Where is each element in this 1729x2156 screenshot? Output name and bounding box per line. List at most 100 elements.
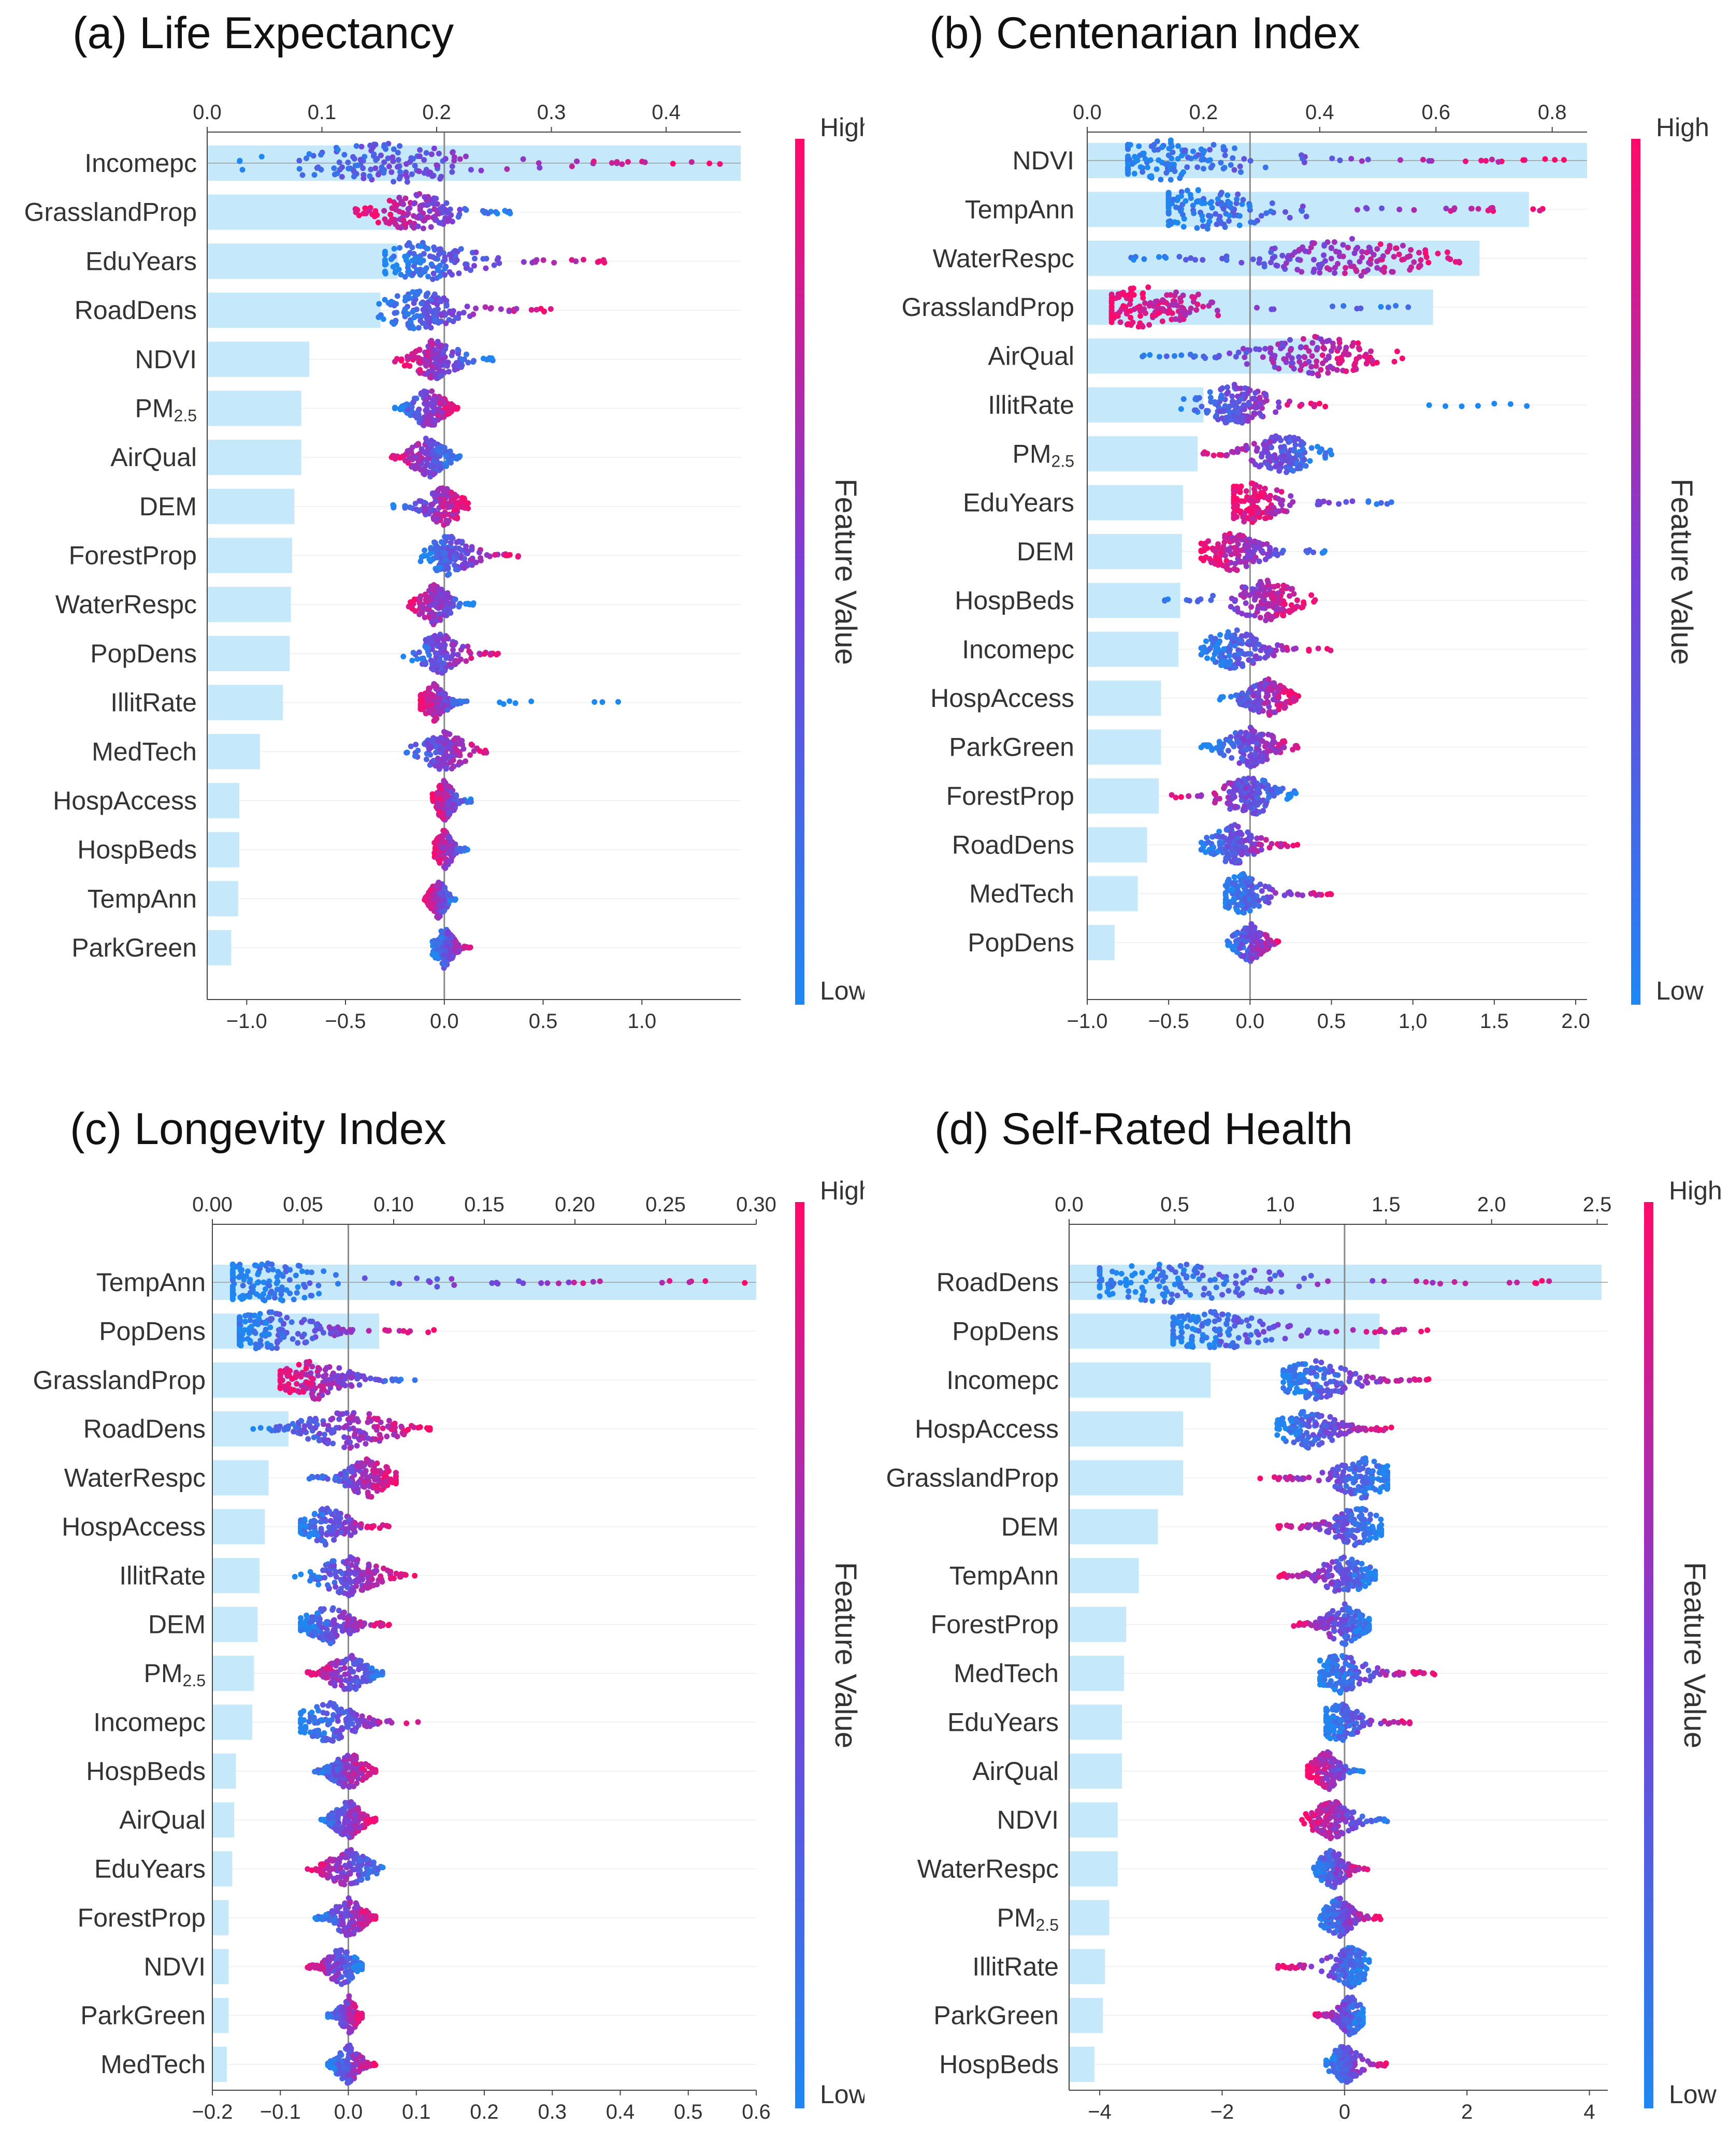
shap-point (1241, 545, 1247, 552)
shap-point (426, 556, 433, 562)
shap-point (434, 736, 440, 743)
shap-point (1281, 738, 1287, 744)
shap-point (394, 356, 400, 362)
shap-point (378, 152, 384, 158)
shap-point (441, 612, 448, 618)
shap-point (1348, 156, 1355, 162)
shap-point (422, 702, 428, 708)
shap-point (1405, 304, 1411, 310)
shap-point (1351, 362, 1358, 368)
shap-point (1267, 647, 1274, 654)
shap-point (405, 206, 411, 212)
beeswarm-row-ndvi (1125, 137, 1567, 183)
shap-point (1272, 709, 1278, 715)
bottom-tick-label: −1.0 (226, 1010, 267, 1033)
shap-point (1165, 193, 1172, 199)
shap-point (462, 845, 468, 851)
shap-point (1251, 782, 1257, 788)
shap-point (421, 553, 427, 559)
shap-point (1233, 488, 1239, 494)
shap-point (1265, 731, 1272, 737)
shap-point (1253, 346, 1259, 352)
shap-point (1140, 290, 1146, 296)
shap-point (381, 159, 387, 165)
shap-point (435, 320, 441, 326)
shap-point (1343, 499, 1349, 505)
shap-point (443, 200, 450, 206)
shap-point (1478, 157, 1485, 164)
shap-point (1267, 493, 1273, 499)
shap-point (1285, 352, 1291, 358)
shap-point (407, 412, 413, 418)
shap-point (339, 173, 345, 180)
shap-point (1262, 556, 1269, 562)
shap-point (1357, 354, 1363, 360)
shap-point (1263, 592, 1269, 598)
shap-point (1231, 545, 1237, 551)
shap-point (402, 171, 409, 178)
shap-point (456, 603, 462, 610)
importance-bar (207, 243, 398, 279)
shap-point (1148, 173, 1155, 179)
shap-point (1232, 145, 1238, 151)
shap-point (1316, 400, 1322, 407)
shap-point (465, 643, 471, 649)
shap-point (1315, 443, 1321, 450)
shap-point (336, 159, 342, 165)
shap-point (1282, 704, 1288, 710)
shap-point (1235, 350, 1242, 356)
shap-point (437, 649, 443, 656)
shap-point (1358, 272, 1364, 279)
shap-point (411, 256, 417, 263)
shap-point (1234, 508, 1241, 514)
beeswarm-row-tempann (422, 879, 458, 921)
shap-point (452, 661, 458, 667)
shap-point (1287, 347, 1293, 353)
shap-point (1232, 560, 1238, 567)
shap-point (1329, 155, 1335, 162)
shap-point (425, 696, 431, 702)
shap-point (1245, 775, 1251, 782)
shap-point (424, 389, 430, 395)
shap-point (1173, 289, 1179, 295)
shap-point (1271, 653, 1277, 659)
shap-point (427, 596, 433, 602)
shap-point (1235, 651, 1242, 657)
shap-point (1223, 257, 1230, 263)
beeswarm-row-grasslandprop (1108, 284, 1411, 330)
shap-point (442, 751, 449, 758)
shap-point (492, 552, 498, 558)
shap-point (1169, 143, 1175, 149)
shap-point (1181, 148, 1187, 154)
shap-point (1250, 760, 1257, 766)
shap-point (1374, 265, 1380, 271)
shap-point (1231, 402, 1237, 409)
shap-point (1165, 310, 1171, 316)
top-tick-label: 0.3 (537, 101, 566, 124)
shap-point (1191, 210, 1197, 216)
importance-bar (1087, 925, 1115, 960)
beeswarm-row-medtech (1222, 871, 1334, 916)
shap-point (1223, 827, 1230, 833)
shap-point (439, 944, 445, 950)
shap-point (1173, 316, 1179, 322)
shap-point (258, 153, 265, 160)
importance-bar (207, 635, 290, 671)
shap-point (446, 661, 453, 668)
shap-point (1267, 787, 1274, 793)
shap-point (688, 159, 695, 165)
shap-point (448, 935, 454, 941)
shap-point (1220, 144, 1227, 150)
shap-point (1226, 661, 1232, 668)
shap-point (1178, 189, 1185, 195)
shap-point (439, 409, 445, 415)
shap-point (396, 176, 402, 182)
shap-point (1190, 148, 1196, 154)
shap-point (405, 355, 411, 361)
shap-point (454, 406, 460, 412)
shap-point (1155, 310, 1161, 316)
shap-point (404, 179, 410, 185)
shap-point (1255, 605, 1261, 612)
shap-point (1228, 693, 1234, 700)
beeswarm-row-waterrespc (406, 582, 477, 628)
